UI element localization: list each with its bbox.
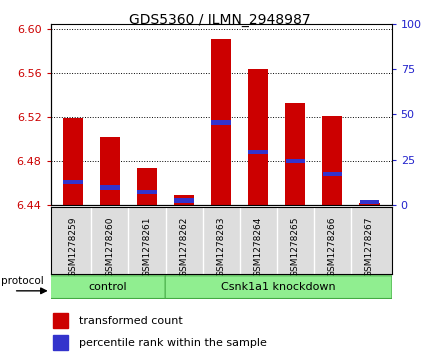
Bar	[174, 199, 194, 203]
Text: GDS5360 / ILMN_2948987: GDS5360 / ILMN_2948987	[129, 13, 311, 27]
Text: percentile rank within the sample: percentile rank within the sample	[79, 338, 267, 348]
Text: GSM1278259: GSM1278259	[68, 217, 77, 277]
Text: Csnk1a1 knockdown: Csnk1a1 knockdown	[221, 282, 336, 291]
Text: GSM1278265: GSM1278265	[291, 217, 300, 277]
Bar	[248, 69, 268, 205]
Bar	[52, 313, 68, 329]
Text: GSM1278262: GSM1278262	[180, 217, 188, 277]
Text: GSM1278266: GSM1278266	[328, 217, 337, 277]
Bar	[323, 172, 342, 176]
Bar	[52, 335, 68, 350]
Text: GSM1278267: GSM1278267	[365, 217, 374, 277]
Bar	[174, 195, 194, 205]
Bar	[359, 203, 380, 205]
Bar	[286, 159, 305, 163]
Bar	[62, 118, 83, 205]
Text: control: control	[89, 282, 127, 291]
Text: protocol: protocol	[1, 276, 44, 286]
Bar	[211, 121, 231, 125]
Text: GSM1278261: GSM1278261	[143, 217, 151, 277]
Text: transformed count: transformed count	[79, 316, 183, 326]
Bar	[137, 168, 157, 205]
FancyBboxPatch shape	[165, 276, 392, 298]
Bar	[100, 185, 120, 190]
Bar	[211, 39, 231, 205]
Bar	[285, 103, 305, 205]
Text: GSM1278260: GSM1278260	[106, 217, 114, 277]
Bar	[63, 180, 83, 184]
Text: GSM1278264: GSM1278264	[254, 217, 263, 277]
Bar	[322, 116, 342, 205]
Bar	[249, 150, 268, 155]
Bar	[100, 137, 120, 205]
Text: GSM1278263: GSM1278263	[216, 217, 226, 277]
FancyBboxPatch shape	[50, 276, 166, 298]
Bar	[137, 190, 157, 194]
Bar	[359, 200, 379, 204]
